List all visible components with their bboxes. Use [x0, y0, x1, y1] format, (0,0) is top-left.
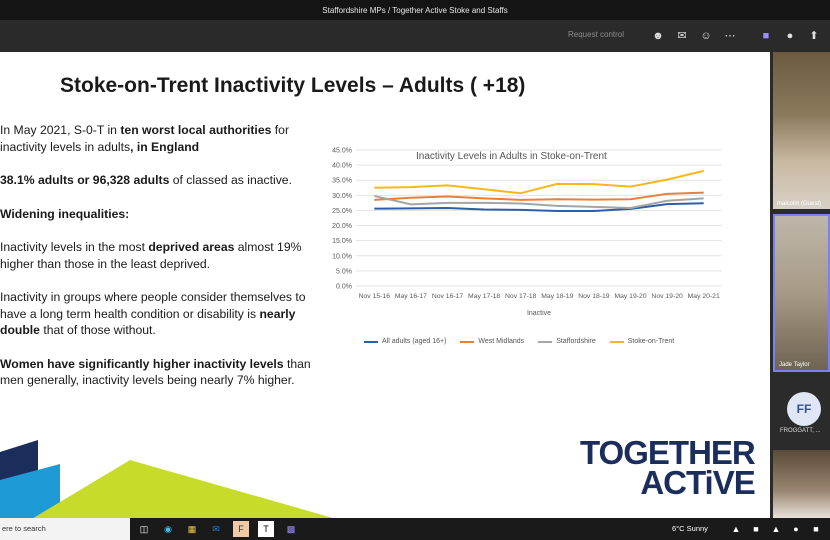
- participants-panel: malcolm (Guest) Jade Taylor FF FROGGATT,…: [770, 52, 830, 518]
- legend-swatch: [460, 340, 475, 343]
- y-tick-label: 25.0%: [332, 208, 352, 215]
- window-title: Staffordshire MPs / Together Active Stok…: [322, 5, 508, 15]
- teams-icon[interactable]: ▩: [286, 524, 296, 534]
- chart-svg: 0.0% 5.0% 10.0% 15.0% 20.0% 25.0% 30.0% 35.0% 40…: [332, 148, 722, 317]
- edge-icon[interactable]: ◉: [164, 524, 172, 534]
- legend-label: West Midlands: [478, 338, 525, 345]
- x-tick-label: May 16-17: [395, 293, 427, 300]
- microphone-icon[interactable]: ●: [786, 30, 794, 42]
- participant-name: FROGGATT, ...: [780, 428, 821, 434]
- slide-title: Stoke-on-Trent Inactivity Levels – Adult…: [60, 74, 526, 97]
- participant-name: malcolm (Guest): [777, 201, 822, 207]
- legend-item: Staffordshire: [538, 338, 596, 345]
- taskbar-search[interactable]: ere to search: [0, 518, 130, 540]
- times-app-icon[interactable]: T: [258, 521, 274, 537]
- windows-taskbar: ere to search ◫ ◉ ▦ ✉ F T ▩ 6°C Sunny ▲ …: [0, 518, 830, 540]
- video-tile-participant[interactable]: [773, 450, 830, 518]
- meeting-toolbar: Request control ☻ ✉ ☺ ⋯ ■ ● ⬆: [0, 20, 830, 52]
- tray-icon[interactable]: ▲: [771, 524, 781, 534]
- file-explorer-icon[interactable]: ▦: [187, 524, 197, 534]
- reactions-icon[interactable]: ☺: [700, 30, 712, 42]
- paragraph-deprived-areas: Inactivity levels in the most deprived a…: [0, 240, 302, 271]
- x-tick-label: Nov 17-18: [505, 293, 537, 300]
- legend-label: All adults (aged 16+): [382, 338, 447, 345]
- paragraph-worst-authorities: In May 2021, S-0-T in ten worst local au…: [0, 123, 289, 154]
- paragraph-inactive-adults: 38.1% adults or 96,328 adults of classed…: [0, 173, 292, 187]
- participants-icon[interactable]: ☻: [652, 30, 664, 42]
- camera-icon[interactable]: ■: [762, 30, 770, 42]
- x-tick-label: Nov 16-17: [432, 293, 464, 300]
- paragraph-inequalities-heading: Widening inequalities:: [0, 206, 130, 221]
- legend-swatch: [364, 340, 378, 343]
- legend-label: Staffordshire: [556, 338, 596, 345]
- y-tick-label: 40.0%: [332, 163, 352, 170]
- x-axis-label: Inactive: [527, 310, 551, 317]
- y-tick-label: 5.0%: [336, 268, 352, 275]
- slide-body-text: In May 2021, S-0-T in ten worst local au…: [0, 122, 320, 389]
- legend-item: All adults (aged 16+): [364, 338, 446, 345]
- tray-icon[interactable]: ▲: [731, 524, 741, 534]
- shared-slide: Stoke-on-Trent Inactivity Levels – Adult…: [0, 52, 770, 518]
- request-control-button[interactable]: Request control: [568, 30, 625, 39]
- series-line: [374, 169, 704, 195]
- series-line: [374, 202, 704, 213]
- legend-item: Stoke-on-Trent: [609, 338, 675, 345]
- y-tick-label: 20.0%: [332, 223, 352, 230]
- x-tick-label: Nov 19-20: [651, 293, 683, 300]
- inactivity-chart: 0.0% 5.0% 10.0% 15.0% 20.0% 25.0% 30.0% 35.0% 40…: [320, 142, 725, 352]
- tray-icon[interactable]: ■: [813, 524, 819, 534]
- y-tick-label: 30.0%: [332, 193, 352, 200]
- more-options-icon[interactable]: ⋯: [724, 30, 736, 42]
- window-title-bar: Staffordshire MPs / Together Active Stok…: [0, 0, 830, 20]
- chart-title: Inactivity Levels in Adults in Stoke-on-…: [416, 151, 607, 162]
- series-line: [374, 191, 704, 201]
- participant-name: Jade Taylor: [779, 362, 810, 368]
- y-tick-label: 15.0%: [332, 238, 352, 245]
- y-tick-label: 10.0%: [332, 253, 352, 260]
- chat-icon[interactable]: ✉: [677, 30, 687, 42]
- video-tile-jade-taylor[interactable]: Jade Taylor: [773, 214, 830, 372]
- tray-icon[interactable]: ●: [793, 524, 799, 534]
- paragraph-health-condition: Inactivity in groups where people consid…: [0, 290, 306, 337]
- x-tick-label: Nov 18-19: [578, 293, 610, 300]
- share-icon[interactable]: ⬆: [809, 30, 819, 42]
- legend-swatch: [538, 340, 553, 343]
- outlook-icon[interactable]: ✉: [212, 524, 220, 534]
- legend-label: Stoke-on-Trent: [627, 338, 675, 345]
- x-tick-label: Nov 15-16: [359, 293, 391, 300]
- video-tile-malcolm[interactable]: malcolm (Guest): [773, 52, 830, 209]
- decorative-shapes: [0, 440, 333, 518]
- weather-widget[interactable]: 6°C Sunny: [672, 524, 708, 533]
- y-tick-label: 35.0%: [332, 178, 352, 185]
- y-tick-label: 45.0%: [332, 148, 352, 155]
- y-tick-label: 0.0%: [336, 284, 352, 291]
- series-line: [374, 194, 704, 210]
- tray-icon[interactable]: ■: [753, 524, 759, 534]
- legend-swatch: [609, 340, 624, 343]
- task-view-icon[interactable]: ◫: [139, 524, 149, 534]
- x-tick-label: May 17-18: [468, 293, 500, 300]
- together-active-logo: TOGETHER ACTiVE: [580, 434, 756, 501]
- legend-item: West Midlands: [460, 338, 524, 345]
- x-tick-label: May 18-19: [541, 293, 573, 300]
- ft-app-icon[interactable]: F: [233, 521, 249, 537]
- x-tick-label: May 20-21: [688, 293, 720, 300]
- paragraph-women: Women have significantly higher inactivi…: [0, 356, 311, 388]
- avatar[interactable]: FF: [787, 392, 821, 426]
- x-tick-label: May 19-20: [614, 293, 646, 300]
- chart-legend: All adults (aged 16+) West Midlands Staffo…: [364, 338, 674, 345]
